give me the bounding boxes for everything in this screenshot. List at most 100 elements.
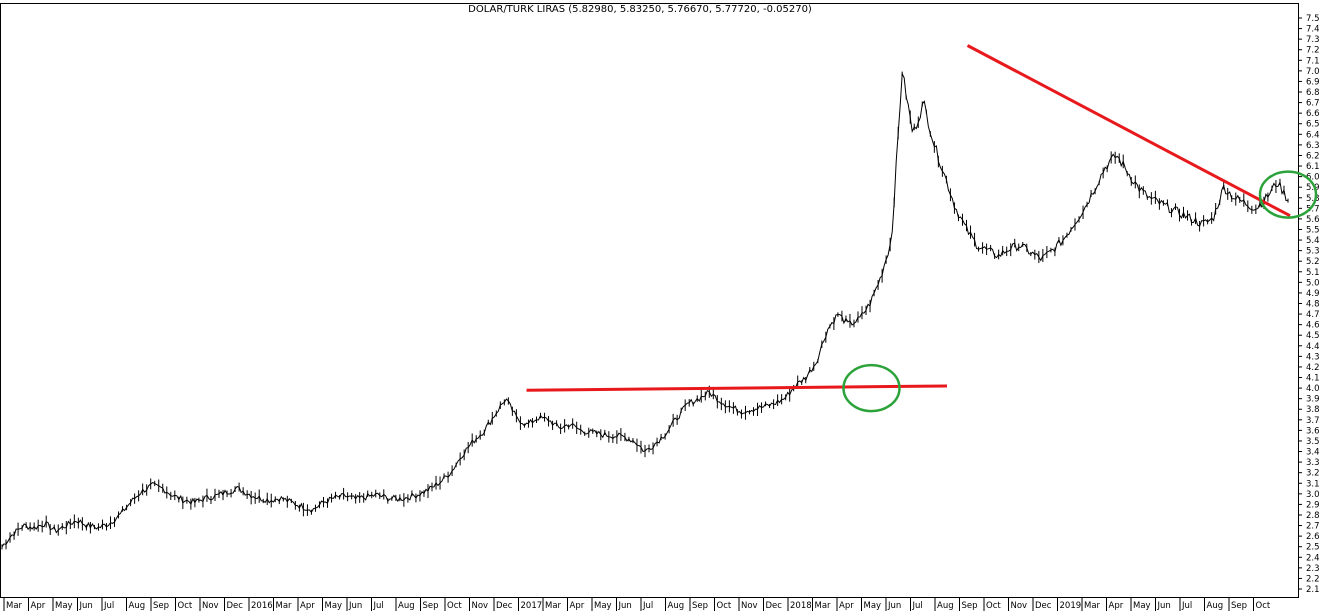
x-tick-label: Mar [545, 601, 562, 611]
y-tick-label: 6.5 [1306, 120, 1320, 130]
x-tick-label: Oct [717, 601, 732, 611]
y-tick-label: 6.9 [1306, 77, 1320, 87]
x-tick-label: Apr [300, 601, 315, 611]
x-tick-label: 2016 [251, 601, 273, 611]
x-tick-label: Jun [1157, 601, 1171, 611]
y-tick-label: 5.3 [1306, 247, 1320, 257]
x-tick-label: Apr [839, 601, 854, 611]
y-tick-label: 5.0 [1306, 278, 1320, 288]
price-series [1, 71, 1289, 550]
y-tick-label: 3.7 [1306, 416, 1320, 426]
y-tick-label: 6.2 [1306, 151, 1320, 161]
x-tick-label: Oct [447, 601, 462, 611]
x-tick-label: May [1133, 601, 1151, 611]
x-tick-label: Dec [766, 601, 783, 611]
x-tick-label: Sep [692, 601, 708, 611]
y-tick-label: 7.1 [1306, 56, 1320, 66]
x-tick-label: Oct [178, 601, 193, 611]
x-tick-label: Mar [6, 601, 23, 611]
x-tick-label: Dec [496, 601, 513, 611]
x-tick-label: Jul [373, 601, 384, 611]
y-tick-label: 7.0 [1306, 67, 1320, 77]
y-tick-label: 5.7 [1306, 204, 1320, 214]
x-tick-label: Mar [276, 601, 293, 611]
y-tick-label: 5.2 [1306, 257, 1320, 267]
y-tick-label: 7.5 [1306, 14, 1320, 24]
y-tick-label: 2.7 [1306, 522, 1320, 532]
x-tick-label: Oct [986, 601, 1001, 611]
x-tick-label: Jun [79, 601, 93, 611]
y-tick-label: 5.1 [1306, 268, 1320, 278]
y-tick-label: 6.7 [1306, 99, 1320, 109]
x-tick-label: Oct [1256, 601, 1271, 611]
y-tick-label: 3.6 [1306, 426, 1320, 436]
y-tick-label: 6.0 [1306, 173, 1320, 183]
y-tick-label: 7.2 [1306, 46, 1320, 56]
x-tick-label: Nov [202, 601, 219, 611]
x-tick-label: 2018 [790, 601, 812, 611]
y-tick-label: 4.1 [1306, 374, 1320, 384]
price-line [1, 71, 1289, 548]
y-tick-label: 2.1 [1306, 585, 1320, 595]
y-tick-label: 6.1 [1306, 162, 1320, 172]
y-tick-label: 4.5 [1306, 331, 1320, 341]
y-axis: 2.12.22.32.42.52.62.72.82.93.03.13.23.33… [1298, 14, 1320, 595]
y-tick-label: 4.7 [1306, 310, 1320, 320]
highlight-circle-2 [1258, 170, 1318, 219]
x-tick-label: May [325, 601, 343, 611]
plot-frame [0, 3, 1299, 598]
y-tick-label: 3.8 [1306, 405, 1320, 415]
x-tick-label: Dec [1035, 601, 1052, 611]
y-tick-label: 3.5 [1306, 437, 1320, 447]
y-tick-label: 3.1 [1306, 479, 1320, 489]
x-tick-label: Aug [937, 601, 954, 611]
y-tick-label: 5.5 [1306, 225, 1320, 235]
x-tick-label: Jun [887, 601, 901, 611]
y-tick-label: 4.6 [1306, 321, 1320, 331]
y-tick-label: 3.0 [1306, 490, 1320, 500]
x-tick-label: Sep [962, 601, 978, 611]
y-tick-label: 2.5 [1306, 543, 1320, 553]
x-tick-label: Jun [618, 601, 632, 611]
y-tick-label: 7.3 [1306, 35, 1320, 45]
y-tick-label: 6.4 [1306, 130, 1320, 140]
y-tick-label: 2.8 [1306, 511, 1320, 521]
x-tick-label: Jul [912, 601, 923, 611]
y-tick-label: 4.0 [1306, 384, 1320, 394]
x-tick-label: Nov [472, 601, 489, 611]
chart-title: DOLAR/TURK LIRAS (5.82980, 5.83250, 5.76… [468, 4, 812, 15]
y-tick-label: 3.4 [1306, 448, 1320, 458]
trendlines [526, 44, 1291, 392]
x-tick-label: May [55, 601, 73, 611]
y-tick-label: 2.3 [1306, 564, 1320, 574]
x-tick-label: May [864, 601, 882, 611]
x-tick-label: Aug [129, 601, 146, 611]
y-tick-label: 6.3 [1306, 141, 1320, 151]
y-tick-label: 7.4 [1306, 25, 1320, 35]
y-tick-label: 2.4 [1306, 553, 1320, 563]
x-tick-label: Aug [668, 601, 685, 611]
y-tick-label: 4.3 [1306, 352, 1320, 362]
x-tick-label: Sep [423, 601, 439, 611]
y-tick-label: 4.2 [1306, 363, 1320, 373]
y-tick-label: 4.8 [1306, 300, 1320, 310]
y-tick-label: 5.6 [1306, 215, 1320, 225]
x-tick-label: Nov [741, 601, 758, 611]
y-tick-label: 3.3 [1306, 458, 1320, 468]
y-tick-label: 2.9 [1306, 500, 1320, 510]
x-tick-label: Jun [348, 601, 362, 611]
x-tick-label: Apr [1109, 601, 1124, 611]
y-tick-label: 4.9 [1306, 289, 1320, 299]
plot-border [0, 3, 1299, 598]
y-tick-label: 2.6 [1306, 532, 1320, 542]
x-tick-label: Apr [31, 601, 46, 611]
y-tick-label: 5.8 [1306, 194, 1320, 204]
x-tick-label: Mar [1084, 601, 1101, 611]
x-tick-label: 2019 [1060, 601, 1082, 611]
y-tick-label: 6.6 [1306, 109, 1320, 119]
x-tick-label: 2017 [521, 601, 543, 611]
trendline-1 [526, 384, 948, 392]
highlight-circle-1 [842, 363, 901, 413]
y-tick-label: 3.9 [1306, 395, 1320, 405]
y-tick-label: 2.2 [1306, 574, 1320, 584]
